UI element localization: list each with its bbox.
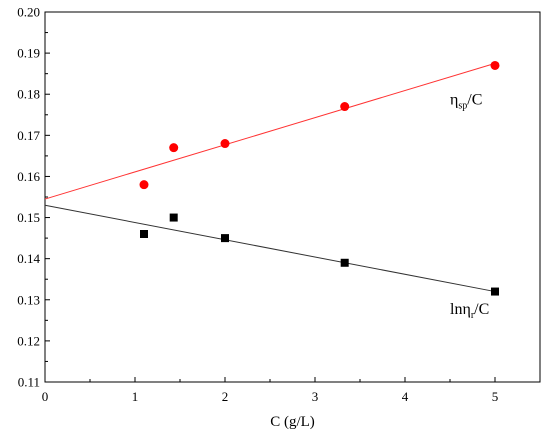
annotation-subscript: r (471, 310, 475, 321)
annotation-base: lnη (450, 301, 471, 318)
plot-frame (44, 11, 541, 383)
x-axis-ticks: 0 1 2 3 4 5 (42, 377, 541, 404)
series-1-point (490, 60, 500, 70)
y-tick-label: 0.16 (17, 169, 40, 184)
series-2-point (140, 230, 148, 238)
series-2-point (221, 234, 229, 243)
series-annotation-2: lnηr/C (450, 301, 489, 321)
annotation-rest: /C (467, 92, 482, 109)
y-tick-label: 0.19 (17, 46, 40, 61)
x-tick-label: 2 (222, 389, 229, 404)
series-1-point (340, 102, 350, 112)
series-2-point (491, 287, 499, 296)
annotation-rest: /C (474, 301, 489, 318)
series-2-point (169, 213, 178, 222)
x-tick-label: 5 (492, 389, 499, 404)
y-tick-label: 0.18 (17, 87, 40, 102)
series-1-point (220, 139, 230, 149)
y-tick-label: 0.11 (18, 375, 40, 390)
annotation-base: η (450, 92, 458, 109)
series-2-point (340, 258, 349, 267)
x-tick-label: 0 (42, 389, 49, 404)
series-1-point (139, 180, 149, 190)
fit-lines (44, 62, 496, 293)
series-annotation-1: ηsp/C (450, 92, 482, 112)
x-tick-label: 4 (402, 389, 409, 404)
y-tick-label: 0.13 (17, 292, 40, 307)
y-tick-label: 0.14 (17, 251, 40, 266)
y-tick-label: 0.20 (17, 5, 40, 20)
annotation-subscript: sp (458, 101, 467, 112)
series-1-point (169, 143, 179, 153)
fit-line-2 (44, 204, 496, 293)
fit-line-1 (44, 62, 496, 200)
x-tick-label: 1 (132, 389, 139, 404)
y-tick-label: 0.12 (17, 333, 40, 348)
x-axis-title: C (g/L) (270, 414, 315, 430)
y-tick-label: 0.15 (17, 210, 40, 225)
y-axis-ticks: 0.11 0.12 0.13 0.14 0.15 0.16 0.17 0.18 0.19 0.20 (17, 5, 50, 390)
x-tick-label: 3 (312, 389, 319, 404)
data-points (139, 60, 500, 296)
y-tick-label: 0.17 (17, 128, 40, 143)
